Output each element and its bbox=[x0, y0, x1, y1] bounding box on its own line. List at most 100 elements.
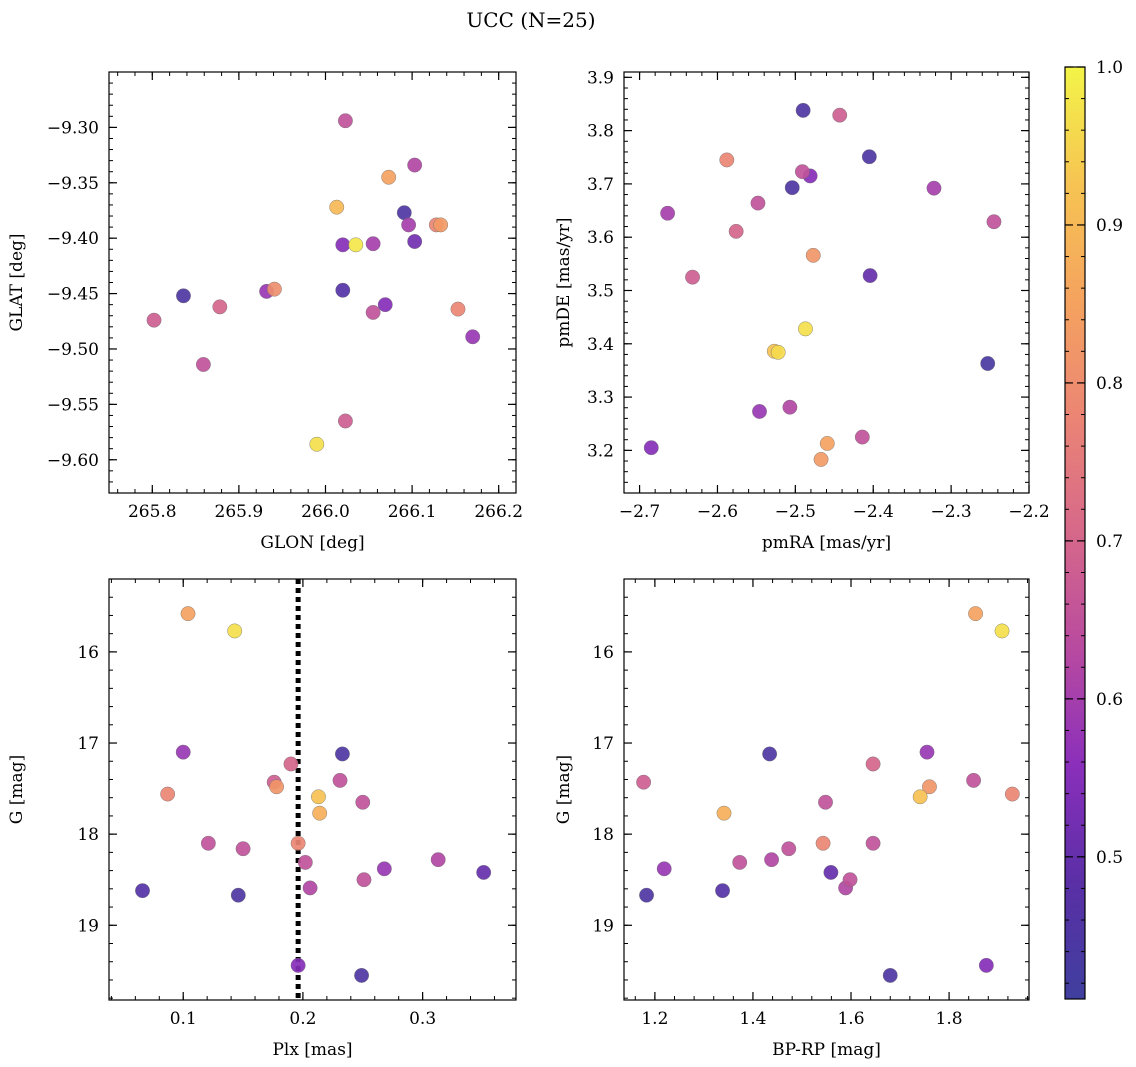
y-tick-label: 16 bbox=[77, 643, 99, 663]
scatter-point bbox=[762, 746, 778, 762]
colorbar-tick-label: 0.6 bbox=[1096, 690, 1123, 710]
scatter-point bbox=[805, 247, 821, 263]
scatter-point bbox=[865, 756, 881, 772]
scatter-point bbox=[782, 399, 798, 415]
subplot-grid: 265.8 265.9 266.0 266.1 266.2 −9.30 −9.35 −9.40… bbox=[7, 68, 1050, 1060]
x-tick-label: 265.9 bbox=[215, 502, 264, 522]
colorbar-gradient bbox=[1064, 66, 1086, 1000]
scatter-point bbox=[818, 794, 833, 810]
colorbar-tick-label: 0.8 bbox=[1096, 374, 1123, 394]
y-axis-label: pmDE [mas/yr] bbox=[554, 217, 574, 347]
scatter-point bbox=[968, 606, 983, 622]
scatter-point bbox=[175, 744, 191, 760]
scatter-point bbox=[269, 779, 284, 795]
scatter-point bbox=[980, 356, 996, 371]
x-tick-label: −2.3 bbox=[930, 502, 971, 522]
x-tick-label: 265.8 bbox=[128, 502, 177, 522]
scatter-point bbox=[770, 344, 786, 360]
scatter-point bbox=[715, 883, 730, 899]
scatter-point bbox=[135, 883, 150, 899]
x-tick-label: 0.2 bbox=[289, 1009, 316, 1029]
scatter-point bbox=[348, 237, 364, 253]
scatter-point bbox=[926, 180, 942, 196]
scatter-point bbox=[719, 152, 735, 168]
scatter-point bbox=[146, 312, 162, 328]
x-axis-label: Plx [mas] bbox=[272, 1040, 352, 1060]
x-axis-label: pmRA [mas/yr] bbox=[762, 533, 891, 553]
scatter-point bbox=[338, 413, 353, 429]
scatter-point bbox=[919, 744, 935, 760]
scatter-point bbox=[332, 772, 348, 788]
scatter-point bbox=[716, 805, 732, 821]
scatter-point bbox=[302, 880, 318, 896]
scatter-point bbox=[832, 107, 848, 123]
scatter-point bbox=[266, 281, 282, 297]
subplot-3: 0.1 0.2 0.3 16 17 18 19 Plx [mas] G [mag] bbox=[7, 578, 517, 1060]
scatter-point bbox=[160, 786, 176, 802]
x-tick-label: −2.7 bbox=[619, 502, 660, 522]
scatter-point bbox=[861, 149, 877, 165]
scatter-point bbox=[312, 805, 328, 821]
y-tick-label: −9.60 bbox=[47, 451, 99, 471]
scatter-point bbox=[978, 957, 994, 973]
scatter-point bbox=[230, 887, 246, 903]
subplot-1: 265.8 265.9 266.0 266.1 266.2 −9.30 −9.35 −9.40… bbox=[7, 71, 523, 553]
x-tick-label: 1.4 bbox=[739, 1009, 766, 1029]
scatter-point bbox=[329, 199, 345, 215]
colorbar: 0.5 0.6 0.7 0.8 0.9 1.0 bbox=[1064, 58, 1123, 1000]
scatter-point bbox=[781, 841, 797, 857]
x-tick-label: 266.0 bbox=[301, 502, 350, 522]
x-tick-label: −2.5 bbox=[775, 502, 816, 522]
scatter-point bbox=[335, 237, 351, 253]
y-tick-label: 18 bbox=[77, 825, 99, 845]
y-tick-label: −9.45 bbox=[47, 285, 99, 305]
x-tick-label: 1.2 bbox=[641, 1009, 668, 1029]
y-axis-label: G [mag] bbox=[554, 755, 574, 824]
scatter-point bbox=[212, 299, 228, 315]
x-tick-label: 1.8 bbox=[936, 1009, 963, 1029]
scatter-point bbox=[200, 835, 216, 851]
scatter-point bbox=[377, 297, 393, 313]
x-tick-label: 1.6 bbox=[837, 1009, 864, 1029]
figure-title: UCC (N=25) bbox=[466, 8, 595, 32]
y-tick-label: 3.4 bbox=[587, 335, 614, 355]
scatter-point bbox=[465, 329, 481, 345]
x-tick-label: −2.4 bbox=[853, 502, 894, 522]
scatter-point bbox=[433, 217, 449, 233]
scatter-point bbox=[823, 865, 839, 880]
scatter-point bbox=[381, 169, 397, 185]
y-tick-label: 17 bbox=[592, 734, 614, 754]
scatter-point bbox=[365, 305, 381, 320]
y-tick-label: −9.35 bbox=[47, 174, 99, 194]
scatter-point bbox=[813, 452, 829, 467]
scatter-point bbox=[912, 789, 928, 805]
scatter-point bbox=[401, 217, 417, 233]
scatter-point bbox=[854, 429, 870, 445]
scatter-point bbox=[784, 180, 800, 196]
x-axis-label: BP-RP [mag] bbox=[772, 1040, 881, 1060]
scatter-point bbox=[407, 234, 423, 249]
y-axis-label: GLAT [deg] bbox=[7, 233, 27, 331]
y-tick-label: −9.55 bbox=[47, 395, 99, 415]
colorbar-tick-label: 0.9 bbox=[1096, 216, 1123, 236]
subplot-4: 1.2 1.4 1.6 1.8 16 17 18 19 BP-RP [mag] G [mag] bbox=[554, 578, 1030, 1060]
scatter-point bbox=[794, 164, 810, 180]
colorbar-tick-label: 0.5 bbox=[1096, 848, 1123, 868]
scatter-point bbox=[176, 288, 191, 304]
y-tick-label: 19 bbox=[77, 916, 99, 936]
scatter-point bbox=[283, 756, 299, 772]
scatter-point bbox=[728, 223, 744, 239]
x-tick-label: 266.1 bbox=[388, 502, 437, 522]
y-tick-label: 3.8 bbox=[587, 122, 614, 142]
scatter-point bbox=[656, 861, 672, 877]
y-tick-label: 3.5 bbox=[587, 281, 614, 301]
scatter-point bbox=[476, 865, 492, 880]
x-axis-label: GLON [deg] bbox=[260, 533, 364, 553]
y-tick-label: 3.9 bbox=[587, 68, 614, 88]
scatter-point bbox=[290, 957, 306, 973]
y-tick-label: 3.3 bbox=[587, 388, 614, 408]
x-tick-label: −2.6 bbox=[697, 502, 738, 522]
scatter-point bbox=[430, 852, 446, 868]
scatter-point bbox=[643, 440, 659, 456]
scatter-point bbox=[639, 887, 654, 903]
